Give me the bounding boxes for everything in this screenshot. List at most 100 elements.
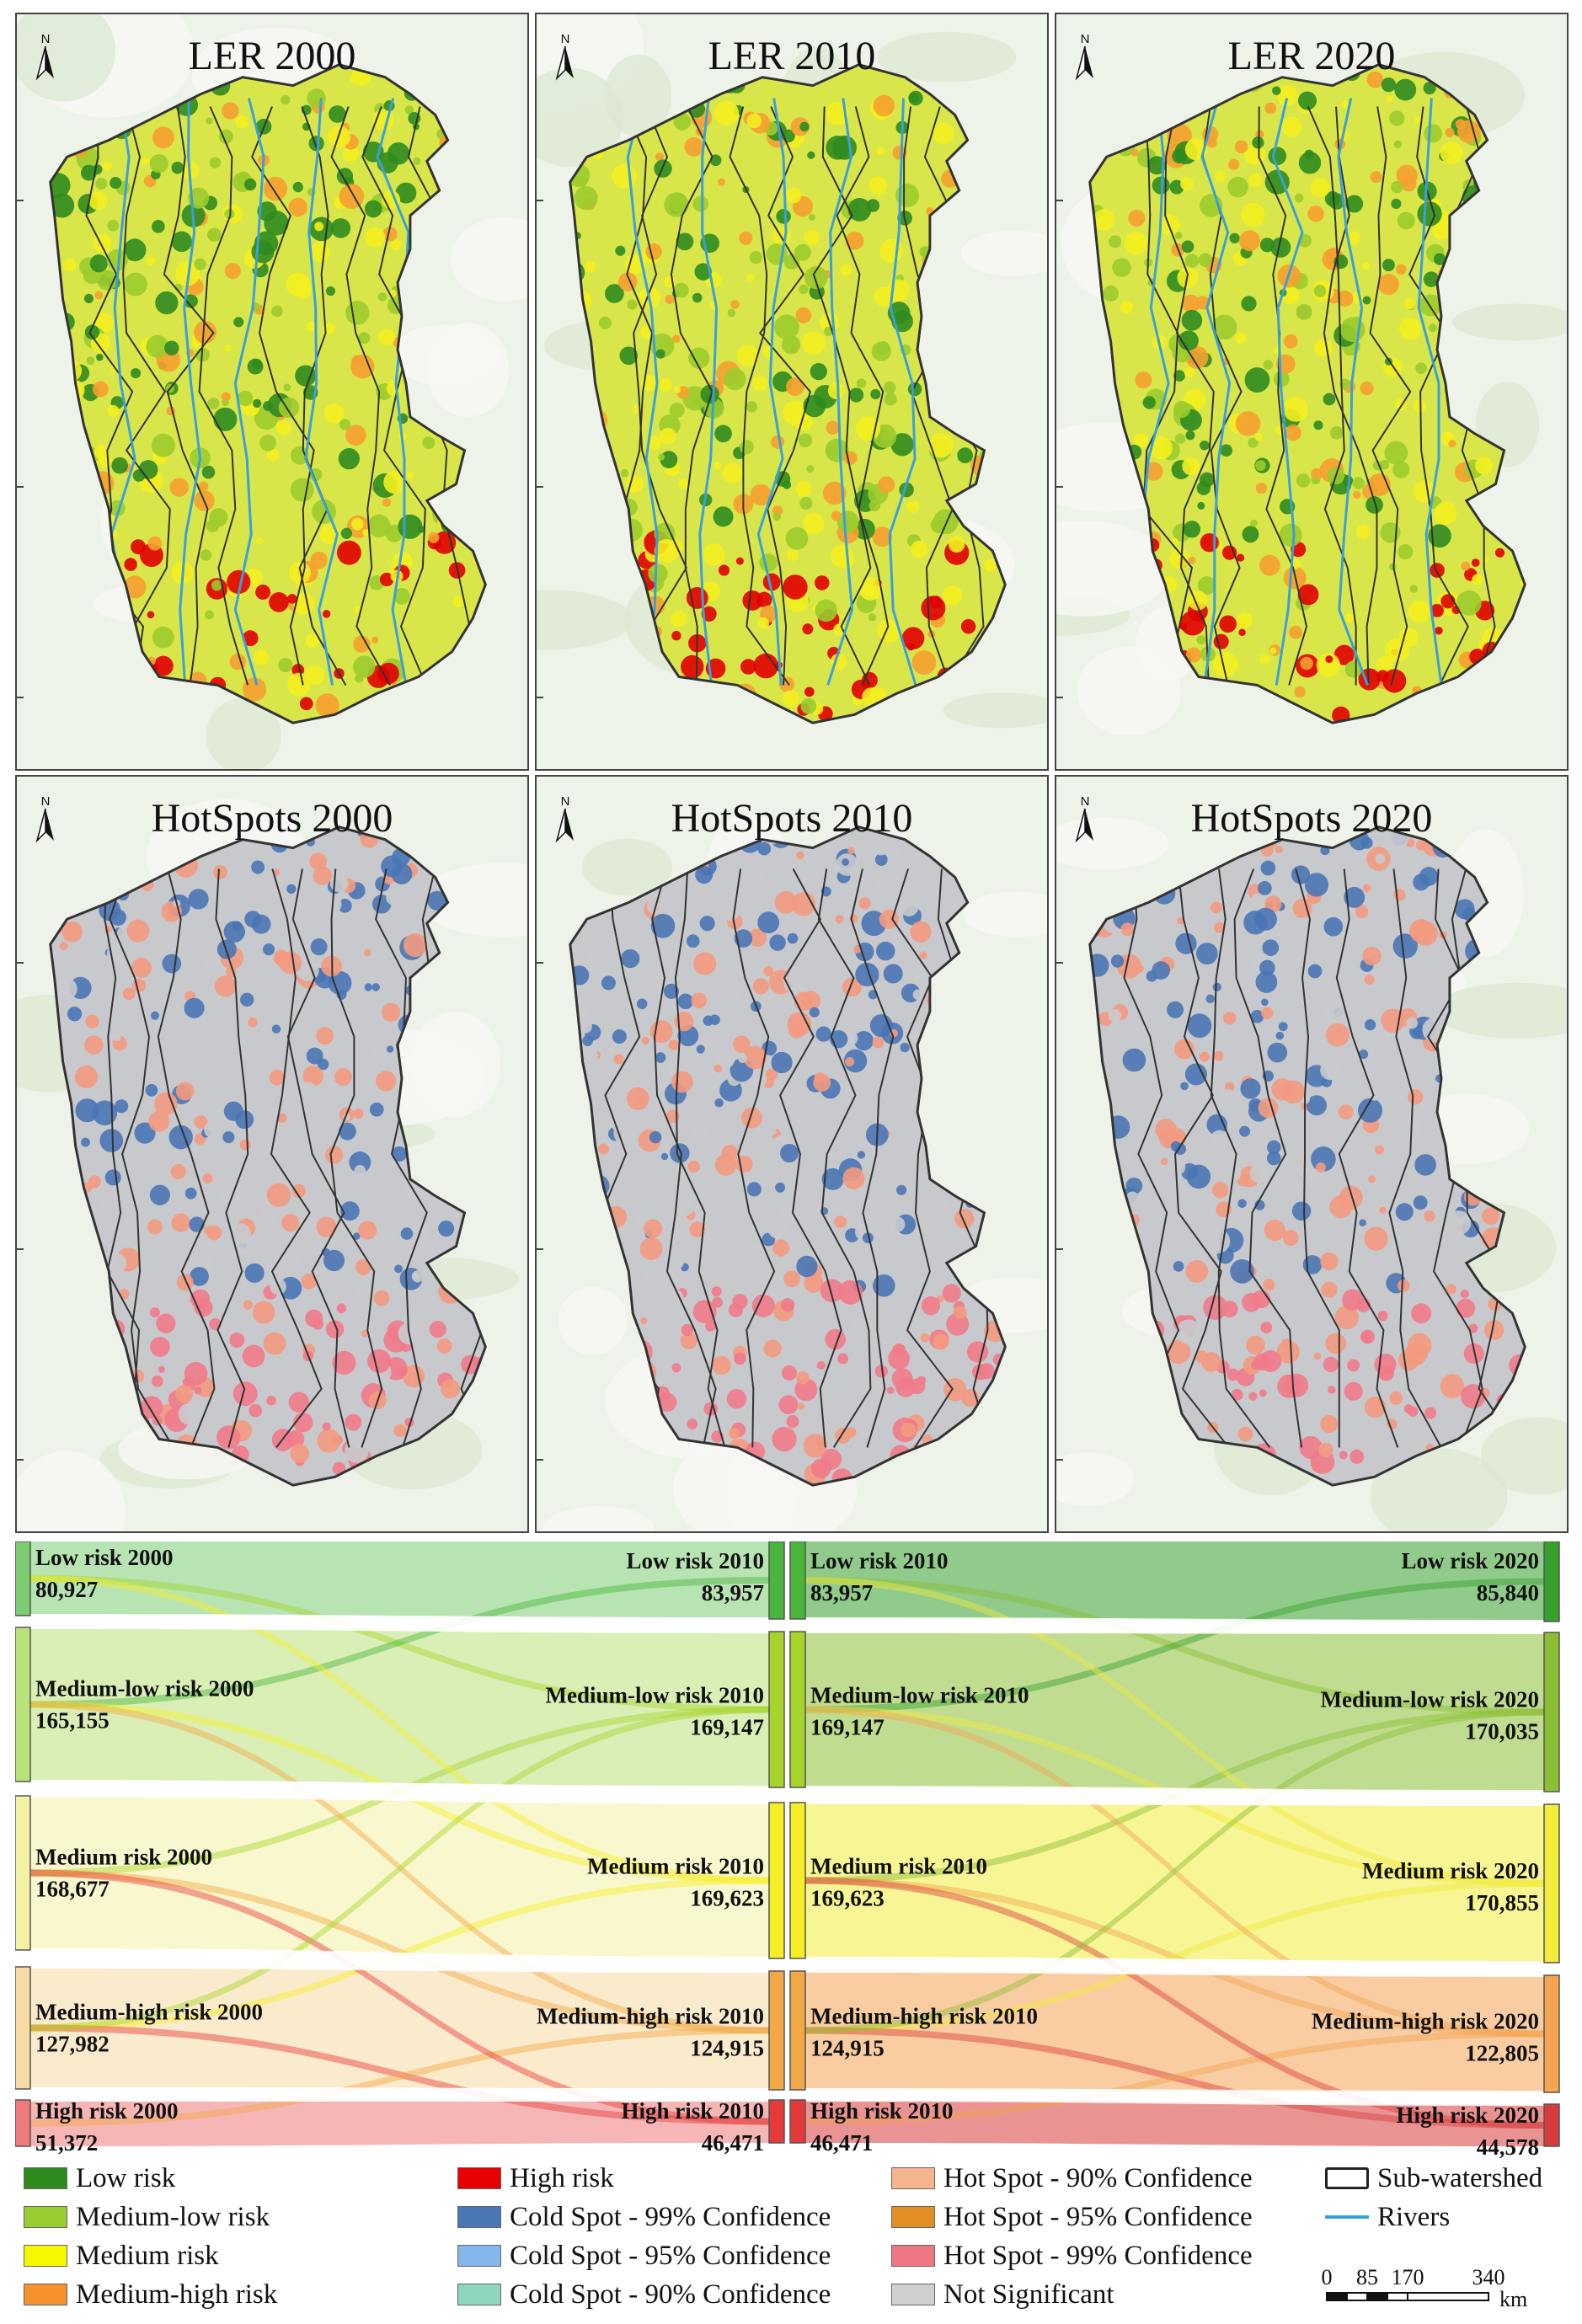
legend-swatch — [24, 2167, 67, 2189]
scale-tick-label: 85 — [1356, 2266, 1378, 2289]
map-panel-hotspots-2010: N HotSpots 2010 — [535, 775, 1049, 1533]
legend-label: Hot Spot - 90% Confidence — [943, 2162, 1253, 2193]
legend-item: Cold Spot - 95% Confidence — [457, 2241, 831, 2271]
panel-title: LER 2020 — [1227, 34, 1396, 78]
axis-tick — [1056, 200, 1063, 201]
axis-tick — [537, 962, 543, 964]
legend-swatch — [1325, 2167, 1369, 2189]
sankey-flow — [805, 1877, 1544, 2129]
sankey-diagram: Low risk 2000 80,927 Low risk 2010 83,957 Lo… — [15, 1541, 1560, 2160]
sankey-label: Medium-high risk 2020 — [1312, 2009, 1539, 2034]
legend-item: Medium-high risk — [24, 2279, 277, 2310]
legend-label: Medium risk — [76, 2240, 219, 2271]
sankey-flow — [30, 1577, 769, 1708]
north-arrow-icon: N — [35, 794, 54, 843]
sankey-label: 127,982 — [35, 2032, 110, 2057]
legend-label: High risk — [510, 2162, 614, 2193]
legend-item: Sub-watershed — [1325, 2163, 1542, 2193]
sankey-node — [768, 1802, 785, 1959]
sankey-flow — [805, 2100, 1544, 2146]
sankey-node — [1543, 1803, 1560, 1963]
sankey-flow — [805, 1632, 1544, 1792]
sankey-node — [15, 1627, 31, 1782]
sankey-node — [789, 2099, 806, 2144]
legend-swatch — [891, 2245, 935, 2267]
legend-swatch — [24, 2284, 67, 2305]
sankey-flow — [30, 2027, 769, 2127]
sankey-node — [768, 2099, 785, 2144]
sankey-gap — [805, 1617, 1544, 1634]
sankey-node — [1543, 1974, 1560, 2093]
sankey-node — [768, 1970, 785, 2091]
legend-label: Cold Spot - 90% Confidence — [510, 2279, 831, 2310]
legend-label: Hot Spot - 99% Confidence — [943, 2240, 1253, 2271]
sankey-label: 170,855 — [1465, 1890, 1539, 1915]
panel-title: HotSpots 2020 — [1190, 796, 1433, 841]
sankey-flow — [805, 1803, 1544, 1963]
axis-tick — [537, 486, 543, 488]
basemap — [1056, 817, 1567, 1531]
sankey-label: 169,147 — [810, 1715, 885, 1740]
map-panel-ler-2000: N LER 2000 — [15, 13, 529, 771]
scale-unit: km — [1499, 2287, 1527, 2311]
legend-label: Cold Spot - 95% Confidence — [510, 2240, 831, 2271]
axis-tick — [537, 1459, 543, 1461]
sankey-gap — [805, 1786, 1544, 1806]
north-arrow-icon: N — [555, 794, 574, 843]
sankey-label: 122,805 — [1465, 2041, 1539, 2066]
sankey-label: 83,957 — [810, 1580, 873, 1605]
sankey-label: Low risk 2010 — [626, 1548, 764, 1573]
sankey-label: Medium-low risk 2000 — [35, 1676, 254, 1702]
sankey-flow — [30, 1701, 769, 2034]
sankey-flow — [30, 1869, 769, 2125]
sankey-label: 51,372 — [35, 2130, 98, 2156]
panel-title: LER 2010 — [708, 34, 876, 78]
axis-tick — [17, 1459, 24, 1461]
north-arrow-icon: N — [1075, 32, 1093, 81]
sankey-node — [1543, 1541, 1560, 1622]
north-arrow-icon: N — [35, 32, 54, 81]
sankey-flow — [30, 1706, 769, 2032]
svg-text:N: N — [561, 794, 570, 809]
panel-title: HotSpots 2000 — [151, 796, 393, 841]
sankey-label: High risk 2020 — [1396, 2102, 1539, 2128]
legend-label: Medium-low risk — [76, 2201, 270, 2232]
sankey-label: Medium-low risk 2020 — [1321, 1687, 1540, 1712]
legend-item: Hot Spot - 95% Confidence — [891, 2202, 1253, 2232]
sankey-node — [789, 1631, 806, 1788]
sankey-node — [15, 1541, 31, 1616]
sankey-label: 80,927 — [35, 1577, 98, 1602]
sankey-label: High risk 2000 — [35, 2098, 179, 2124]
sankey-label: 46,471 — [810, 2130, 873, 2156]
map-panel-hotspots-2000: N HotSpots 2000 — [15, 775, 529, 1533]
sankey-gap — [30, 1780, 769, 1804]
svg-text:N: N — [1081, 32, 1090, 46]
sankey-flow — [30, 1541, 769, 1619]
sankey-node — [768, 1541, 785, 1620]
sankey-flow — [30, 1575, 769, 1884]
legend-swatch — [891, 2167, 935, 2189]
svg-text:N: N — [561, 32, 570, 46]
sankey-flow — [30, 1869, 769, 2034]
svg-text:N: N — [41, 794, 51, 809]
scale-tick-label: 0 — [1322, 2266, 1333, 2289]
sankey-label: High risk 2010 — [621, 2098, 764, 2124]
legend-label: Not Significant — [943, 2279, 1114, 2310]
sankey-flow — [805, 1708, 1544, 2034]
sankey-node — [1543, 2103, 1560, 2147]
sankey-node — [15, 1795, 31, 1951]
axis-tick — [1056, 962, 1063, 964]
sankey-label: 168,677 — [35, 1877, 110, 1902]
basemap — [1056, 51, 1567, 736]
map-panel-ler-2010: N LER 2010 — [535, 13, 1049, 771]
sankey-label: Low risk 2010 — [810, 1548, 949, 1573]
sankey-flow — [30, 2100, 769, 2146]
sankey-flow — [30, 1967, 769, 2090]
sankey-label: Medium-low risk 2010 — [810, 1683, 1029, 1708]
sankey-flow — [805, 2027, 1544, 2129]
axis-tick — [1056, 1459, 1063, 1461]
legend-label: Medium-high risk — [76, 2279, 278, 2310]
sankey-label: High risk 2010 — [810, 2098, 954, 2124]
axis-tick — [17, 962, 24, 964]
legend-item: Cold Spot - 90% Confidence — [457, 2279, 831, 2310]
